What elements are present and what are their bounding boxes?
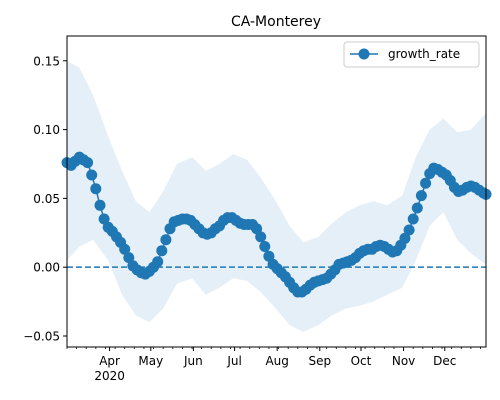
- data-point: [123, 252, 135, 264]
- y-tick-label: 0.15: [33, 54, 60, 68]
- x-tick-label: Nov: [392, 354, 415, 368]
- data-point: [160, 234, 172, 246]
- x-tick-label: Aug: [265, 354, 288, 368]
- data-point: [263, 250, 275, 262]
- data-point: [86, 169, 98, 181]
- x-tick-label: Dec: [433, 354, 456, 368]
- legend-marker-swatch: [358, 48, 370, 60]
- x-tick-label: Apr: [99, 354, 120, 368]
- x-tick-label: Oct: [351, 354, 372, 368]
- data-point: [94, 199, 106, 211]
- legend: growth_rate: [343, 41, 480, 68]
- data-point: [407, 213, 419, 225]
- x-tick-year-label: 2020: [94, 369, 125, 383]
- y-tick-label: 0.05: [33, 192, 60, 206]
- data-point: [251, 223, 263, 235]
- y-tick-label: 0.00: [33, 261, 60, 275]
- data-point: [90, 183, 102, 195]
- data-point: [420, 177, 432, 189]
- confidence-band: [67, 60, 486, 332]
- y-tick-label: −0.05: [23, 329, 60, 343]
- plot-frame: [66, 35, 487, 348]
- x-tick-label: Sep: [308, 354, 331, 368]
- data-point: [82, 157, 94, 169]
- legend-label: growth_rate: [388, 47, 460, 61]
- chart-title: CA-Monterey: [231, 14, 321, 30]
- y-tick-label: 0.10: [33, 123, 60, 137]
- x-tick-label: Jul: [226, 354, 241, 368]
- data-point: [403, 224, 415, 236]
- x-tick-label: Jun: [183, 354, 203, 368]
- data-point: [399, 232, 411, 244]
- data-point: [156, 245, 168, 257]
- y-axis: 0.15 0.10 0.05 0.00 −0.05: [23, 54, 67, 343]
- confidence-band-layer: [67, 60, 486, 332]
- data-point: [411, 202, 423, 214]
- data-point: [119, 243, 131, 255]
- data-point: [152, 256, 164, 268]
- series-layer: [61, 151, 492, 298]
- data-point: [255, 231, 267, 243]
- data-point: [259, 241, 271, 252]
- data-point: [415, 190, 427, 202]
- legend-box: [343, 41, 480, 68]
- data-point: [98, 213, 110, 225]
- x-tick-label: May: [138, 354, 163, 368]
